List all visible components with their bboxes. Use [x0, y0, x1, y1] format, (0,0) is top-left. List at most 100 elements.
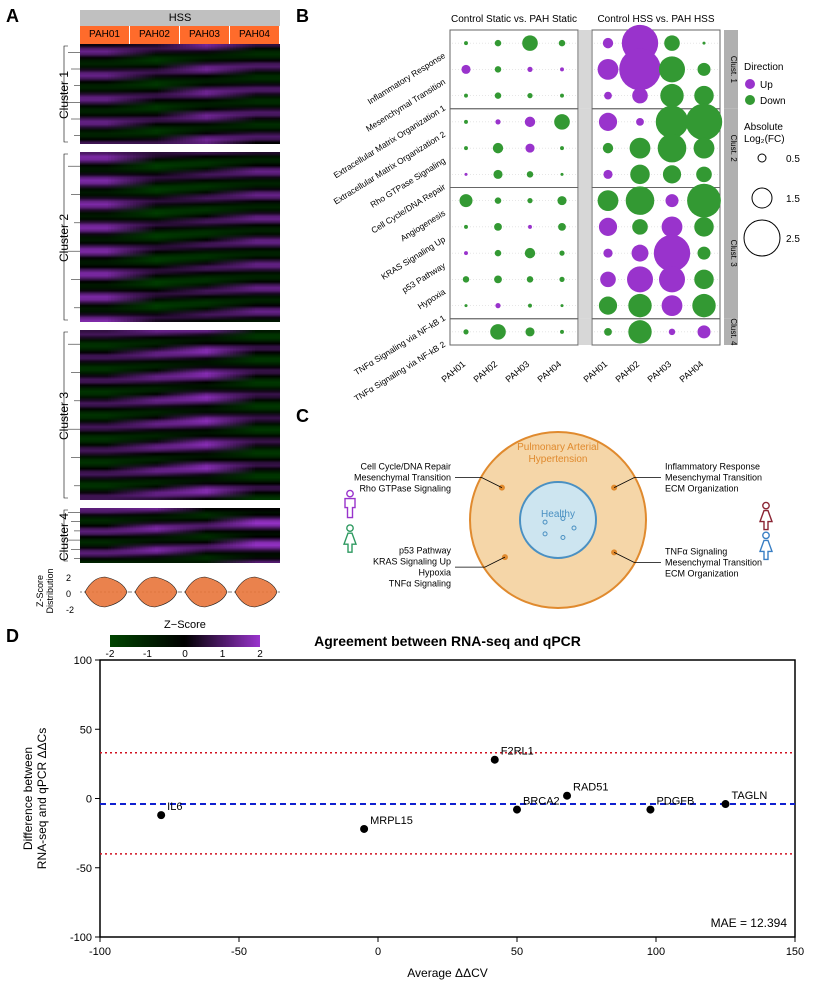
scatter-point — [722, 800, 730, 808]
ytick-label: 0 — [86, 794, 92, 806]
dotplot-dot — [560, 330, 564, 334]
ytick-label: -50 — [76, 863, 92, 875]
dotplot-dot — [527, 171, 534, 178]
dotplot-dot — [464, 41, 468, 45]
dotplot-dot — [495, 40, 502, 47]
legend-item-label: Up — [760, 80, 773, 91]
dotplot-dot — [658, 134, 687, 163]
patient-pathway: Rho GTPase Signaling — [359, 484, 451, 494]
dotplot-dot — [525, 117, 535, 127]
dotplot-dot — [493, 170, 502, 179]
panel-c-label: C — [296, 406, 309, 427]
sample-xlabel: PAH03 — [504, 359, 532, 385]
dotplot-dot — [664, 35, 680, 51]
heatmap-cluster — [80, 44, 280, 144]
dotplot-dot — [698, 325, 711, 338]
xtick-label: 50 — [511, 946, 523, 958]
dotplot-dot — [598, 59, 619, 80]
patient-pathway: Mesenchymal Transition — [354, 473, 451, 483]
dotplot-dot — [669, 329, 676, 336]
point-label: F2RL1 — [501, 746, 534, 758]
dotplot-dot — [560, 67, 564, 71]
cluster-strip-label: Clust. 3 — [729, 240, 738, 268]
dotplot-dot — [626, 186, 655, 215]
dotplot-dot — [630, 138, 651, 159]
sample-header: PAH03 — [180, 26, 230, 44]
dotplot-dot — [490, 324, 506, 340]
dotplot-dot — [619, 49, 661, 91]
dotplot-dot — [460, 194, 473, 207]
heatmap-cluster — [80, 508, 280, 563]
dotplot-dot — [663, 165, 681, 183]
dotplot-dot — [495, 197, 502, 204]
dotplot-dot — [598, 190, 619, 211]
point-label: MRPL15 — [370, 815, 413, 827]
facet-header: Control HSS vs. PAH HSS — [597, 14, 714, 25]
ylabel: Difference between — [21, 747, 35, 850]
heatmap-cluster — [80, 330, 280, 500]
dotplot-dot — [525, 144, 534, 153]
pah-label: Pulmonary Arterial — [517, 442, 599, 453]
dotplot-dot — [599, 113, 617, 131]
legend-size-label: 2.5 — [786, 234, 800, 245]
sample-header: PAH04 — [230, 26, 280, 44]
zscore-violins — [80, 571, 280, 613]
patient-pathway: Hypoxia — [418, 568, 451, 578]
patient-pathway: Mesenchymal Transition — [665, 557, 762, 567]
dotplot-dot — [464, 225, 468, 229]
dotplot-dot — [698, 247, 711, 260]
dotplot-dot — [636, 118, 644, 126]
scatter-point — [646, 806, 654, 814]
scatter-point — [563, 792, 571, 800]
dotplot-dot — [461, 65, 470, 74]
dotplot-dot — [686, 104, 722, 140]
dotplot-dot — [632, 245, 649, 262]
dotplot-dot — [694, 86, 714, 106]
dotplot-dot — [463, 329, 468, 334]
dotplot-dot — [692, 294, 715, 317]
dotplot-dot — [604, 92, 612, 100]
dotplot-dot — [703, 42, 706, 45]
pathway-label: Cell Cycle/DNA Repair — [369, 182, 447, 236]
dotplot-dot — [527, 67, 532, 72]
dotplot-dot — [525, 327, 534, 336]
patient-pathway: ECM Organization — [665, 568, 739, 578]
patient-pathway: ECM Organization — [665, 484, 739, 494]
point-label: IL6 — [167, 801, 182, 813]
panel-a: A HSS PAH01PAH02PAH03PAH04 Cluster 1Clus… — [10, 10, 280, 625]
panel-a-hss-header: HSS — [80, 10, 280, 26]
dotplot-dot — [559, 40, 566, 47]
dotplot-dot — [603, 170, 612, 179]
dotplot-dot — [557, 196, 566, 205]
panel-d-scatter: Agreement between RNA-seq and qPCR-100-5… — [10, 630, 815, 985]
sample-xlabel: PAH03 — [646, 359, 674, 385]
panel-a-label: A — [6, 6, 19, 27]
dotplot-dot — [463, 276, 470, 283]
dotplot-dot — [599, 218, 617, 236]
dotplot-dot — [694, 138, 715, 159]
xtick-label: 100 — [647, 946, 665, 958]
dotplot-dot — [694, 217, 714, 237]
dotplot-dot — [465, 304, 468, 307]
panel-c-schematic: Pulmonary ArterialHypertensionHealthyCel… — [300, 410, 815, 625]
dotplot-dot — [687, 184, 721, 218]
xlabel: Average ΔΔCV — [407, 966, 488, 980]
zscore-tick: 2 — [66, 573, 71, 583]
dotplot-dot — [603, 38, 613, 48]
dotplot-dot — [464, 120, 468, 124]
point-label: TAGLN — [732, 790, 768, 802]
sample-header: PAH01 — [80, 26, 130, 44]
legend-size-label: 0.5 — [786, 154, 800, 165]
patient-pathway: Mesenchymal Transition — [665, 473, 762, 483]
dotplot-dot — [662, 295, 683, 316]
dotplot-dot — [464, 146, 468, 150]
heatmap-cluster — [80, 152, 280, 322]
dotplot-dot — [495, 92, 502, 99]
cluster-strip-label: Clust. 1 — [729, 56, 738, 84]
point-label: PDGFB — [656, 796, 694, 808]
dotplot-dot — [662, 216, 683, 237]
person-icon — [344, 525, 356, 552]
dotplot-dot — [495, 250, 502, 257]
panel-b-label: B — [296, 6, 309, 27]
dotplot-dot — [660, 84, 683, 107]
